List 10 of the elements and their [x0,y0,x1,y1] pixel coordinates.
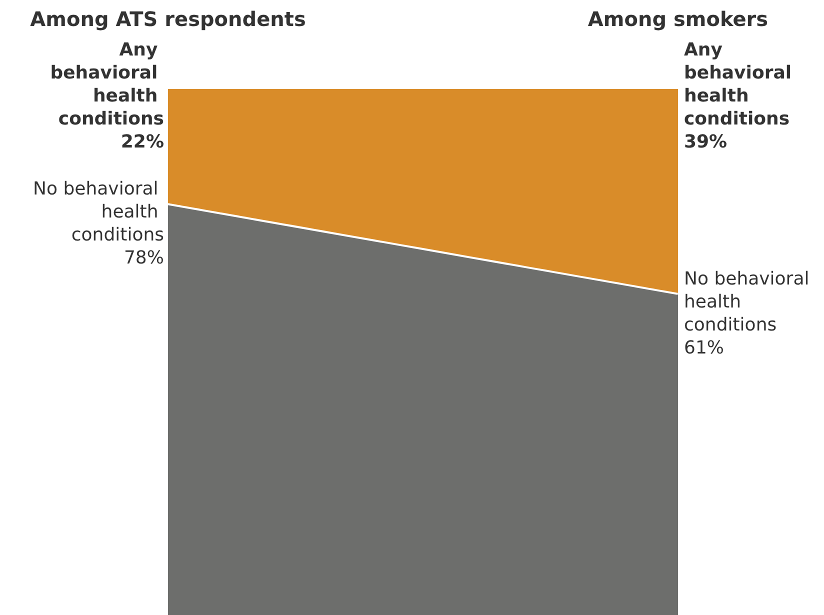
text: No behavioral health conditions [684,268,810,336]
data-label: 61% [684,337,724,358]
x-tick-label: Among smokers [588,7,768,31]
x-tick-label: Among ATS respondents [30,7,306,31]
series-label: No behavioral health conditions [33,178,164,246]
data-label: 39% [684,132,728,152]
data-label: 22% [120,132,164,152]
series-label: Any behavioral health conditions [50,40,164,130]
data-label: 78% [124,248,164,269]
text: Any behavioral health conditions [684,40,792,130]
